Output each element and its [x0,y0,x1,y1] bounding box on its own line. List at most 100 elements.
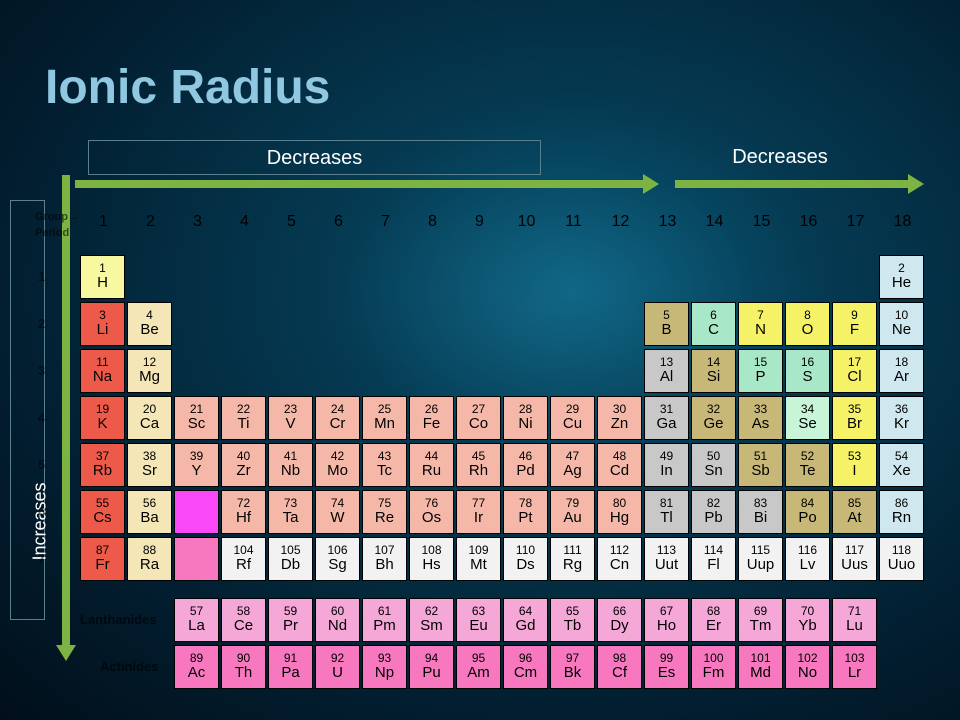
element-symbol: Sg [328,557,346,574]
element-cell: 107Bh [362,537,407,581]
element-symbol: Dy [610,618,628,635]
period-number: 6 [38,504,45,519]
element-symbol: Lv [800,557,816,574]
element-cell: 69Tm [738,598,783,642]
element-symbol: Cr [330,416,346,433]
element-cell: 54Xe [879,443,924,487]
element-symbol: Te [800,463,816,480]
element-cell: 20Ca [127,396,172,440]
element-symbol: Cd [610,463,629,480]
group-number: 6 [315,213,362,231]
element-symbol: S [802,369,812,386]
element-cell: 14Si [691,349,736,393]
element-cell: 104Rf [221,537,266,581]
element-cell: 83Bi [738,490,783,534]
element-cell: 47Ag [550,443,595,487]
element-cell: 91Pa [268,645,313,689]
element-symbol: Pm [373,618,396,635]
element-symbol: Ca [140,416,159,433]
element-cell: 2He [879,255,924,299]
element-cell: 3Li [80,302,125,346]
element-symbol: Xe [892,463,910,480]
arrow-right-1 [75,180,645,188]
element-symbol: Rh [469,463,488,480]
element-symbol: Br [847,416,862,433]
element-cell: 29Cu [550,396,595,440]
element-symbol: Am [467,665,490,682]
element-cell: 56Ba [127,490,172,534]
element-cell: 65Tb [550,598,595,642]
element-cell: 89Ac [174,645,219,689]
element-cell: 70Yb [785,598,830,642]
element-cell: 27Co [456,396,501,440]
element-cell: 66Dy [597,598,642,642]
element-symbol: La [188,618,205,635]
element-cell: 39Y [174,443,219,487]
element-cell: 30Zn [597,396,642,440]
element-cell: 55Cs [80,490,125,534]
element-symbol: Al [660,369,673,386]
element-symbol: Fl [707,557,720,574]
element-symbol: Rb [93,463,112,480]
element-symbol: In [660,463,673,480]
element-symbol: Ag [563,463,581,480]
element-symbol: Ho [657,618,676,635]
element-symbol: He [892,275,911,292]
element-cell: 72Hf [221,490,266,534]
element-symbol: Ba [140,510,158,527]
element-symbol: Gd [515,618,535,635]
element-cell: 11Na [80,349,125,393]
element-cell: 111Rg [550,537,595,581]
element-cell: 59Pr [268,598,313,642]
element-cell: 73Ta [268,490,313,534]
element-symbol: Sr [142,463,157,480]
element-cell: 85At [832,490,877,534]
element-symbol: Uuo [888,557,916,574]
increases-label: Increases [30,482,51,560]
element-cell: 62Sm [409,598,454,642]
group-number: 17 [832,213,879,231]
element-symbol: Lr [848,665,861,682]
element-symbol: P [755,369,765,386]
element-symbol: V [285,416,295,433]
element-cell: 7N [738,302,783,346]
element-cell: 40Zr [221,443,266,487]
element-symbol: K [97,416,107,433]
element-cell: 68Er [691,598,736,642]
element-cell: 78Pt [503,490,548,534]
element-cell: 74W [315,490,360,534]
element-cell: 52Te [785,443,830,487]
element-symbol: F [850,322,859,339]
element-symbol: Th [235,665,253,682]
element-symbol: Mn [374,416,395,433]
element-cell: 103Lr [832,645,877,689]
element-symbol: Po [798,510,816,527]
element-symbol: Eu [469,618,487,635]
element-symbol: C [708,322,719,339]
element-symbol: Zr [236,463,250,480]
element-cell: 16S [785,349,830,393]
element-cell: 21Sc [174,396,219,440]
element-cell: 31Ga [644,396,689,440]
element-symbol: Hg [610,510,629,527]
element-cell: 110Ds [503,537,548,581]
group-number: 16 [785,213,832,231]
group-number: 15 [738,213,785,231]
element-cell: 87Fr [80,537,125,581]
element-symbol: Sc [188,416,206,433]
element-symbol: Mo [327,463,348,480]
element-cell: 49In [644,443,689,487]
element-symbol: Rf [236,557,251,574]
element-symbol: At [847,510,861,527]
element-symbol: Au [563,510,581,527]
element-symbol: Tm [750,618,772,635]
element-symbol: Ti [238,416,250,433]
element-cell: 99Es [644,645,689,689]
element-symbol: Np [375,665,394,682]
element-symbol: Co [469,416,488,433]
element-cell: 32Ge [691,396,736,440]
element-symbol: Cf [612,665,627,682]
element-cell: 4Be [127,302,172,346]
element-symbol: Ru [422,463,441,480]
period-header: Period [35,227,69,239]
